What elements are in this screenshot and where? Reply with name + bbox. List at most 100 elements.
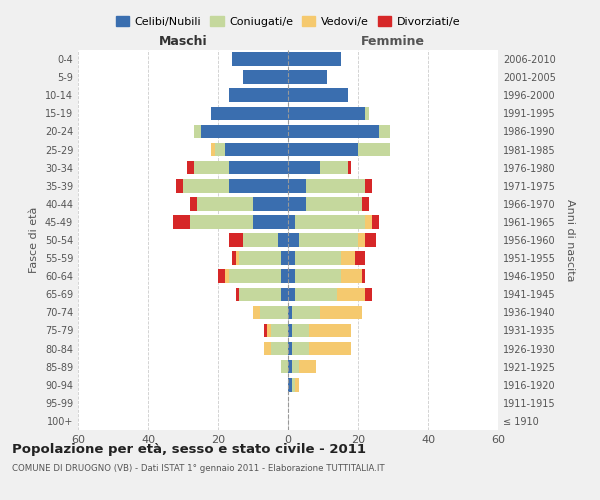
Bar <box>229 88 288 102</box>
Bar <box>173 215 190 228</box>
Bar <box>288 288 295 301</box>
Bar <box>320 306 361 319</box>
Bar <box>365 233 376 247</box>
Bar <box>183 179 229 192</box>
Bar <box>288 179 305 192</box>
Bar <box>337 288 365 301</box>
Bar <box>193 124 200 138</box>
Bar <box>232 52 288 66</box>
Bar <box>263 324 267 338</box>
Bar <box>288 270 295 283</box>
Bar <box>305 197 361 210</box>
Bar <box>365 215 372 228</box>
Bar <box>295 270 341 283</box>
Bar <box>235 288 239 301</box>
Bar <box>187 161 193 174</box>
Bar <box>211 142 215 156</box>
Bar <box>292 306 320 319</box>
Bar <box>309 342 351 355</box>
Bar <box>253 197 288 210</box>
Bar <box>299 360 316 374</box>
Bar <box>193 161 229 174</box>
Bar <box>176 179 183 192</box>
Bar <box>305 179 365 192</box>
Bar <box>235 252 239 265</box>
Y-axis label: Fasce di età: Fasce di età <box>29 207 39 273</box>
Legend: Celibi/Nubili, Coniugati/e, Vedovi/e, Divorziati/e: Celibi/Nubili, Coniugati/e, Vedovi/e, Di… <box>112 12 464 32</box>
Bar <box>299 233 358 247</box>
Bar <box>309 324 351 338</box>
Bar <box>277 233 288 247</box>
Bar <box>358 142 389 156</box>
Bar <box>365 106 368 120</box>
Bar <box>288 197 305 210</box>
Bar <box>263 342 271 355</box>
Bar <box>218 270 225 283</box>
Bar <box>253 215 288 228</box>
Bar <box>229 233 242 247</box>
Bar <box>341 252 355 265</box>
Bar <box>288 88 347 102</box>
Bar <box>295 252 341 265</box>
Bar <box>232 252 235 265</box>
Bar <box>239 288 281 301</box>
Bar <box>271 324 288 338</box>
Bar <box>288 142 358 156</box>
Bar <box>200 124 288 138</box>
Bar <box>379 124 389 138</box>
Bar <box>288 70 326 84</box>
Bar <box>229 161 288 174</box>
Bar <box>242 233 277 247</box>
Bar <box>292 342 309 355</box>
Bar <box>242 70 288 84</box>
Bar <box>372 215 379 228</box>
Bar <box>288 360 292 374</box>
Bar <box>288 378 292 392</box>
Bar <box>267 324 271 338</box>
Bar <box>288 233 299 247</box>
Bar <box>361 197 368 210</box>
Bar <box>215 142 225 156</box>
Bar <box>211 106 288 120</box>
Bar <box>239 252 281 265</box>
Bar <box>288 324 292 338</box>
Bar <box>347 161 351 174</box>
Bar <box>197 197 253 210</box>
Bar <box>292 360 299 374</box>
Bar <box>295 288 337 301</box>
Bar <box>281 270 288 283</box>
Bar <box>253 306 260 319</box>
Bar <box>225 270 229 283</box>
Bar <box>365 179 372 192</box>
Bar <box>260 306 288 319</box>
Bar <box>288 342 292 355</box>
Bar <box>288 306 292 319</box>
Bar <box>341 270 361 283</box>
Bar <box>281 288 288 301</box>
Bar <box>361 270 365 283</box>
Bar <box>295 215 365 228</box>
Bar <box>292 324 309 338</box>
Bar <box>225 142 288 156</box>
Bar <box>292 378 295 392</box>
Bar <box>288 252 295 265</box>
Bar <box>288 161 320 174</box>
Y-axis label: Anni di nascita: Anni di nascita <box>565 198 575 281</box>
Bar <box>358 233 365 247</box>
Text: COMUNE DI DRUOGNO (VB) - Dati ISTAT 1° gennaio 2011 - Elaborazione TUTTITALIA.IT: COMUNE DI DRUOGNO (VB) - Dati ISTAT 1° g… <box>12 464 385 473</box>
Bar <box>355 252 365 265</box>
Bar <box>271 342 288 355</box>
Bar <box>288 106 365 120</box>
Bar <box>229 270 281 283</box>
Bar <box>288 124 379 138</box>
Bar <box>190 197 197 210</box>
Bar <box>288 52 341 66</box>
Bar <box>288 215 295 228</box>
Text: Femmine: Femmine <box>361 35 425 48</box>
Bar <box>281 252 288 265</box>
Bar <box>190 215 253 228</box>
Bar <box>320 161 347 174</box>
Bar <box>281 360 288 374</box>
Bar <box>365 288 372 301</box>
Bar <box>229 179 288 192</box>
